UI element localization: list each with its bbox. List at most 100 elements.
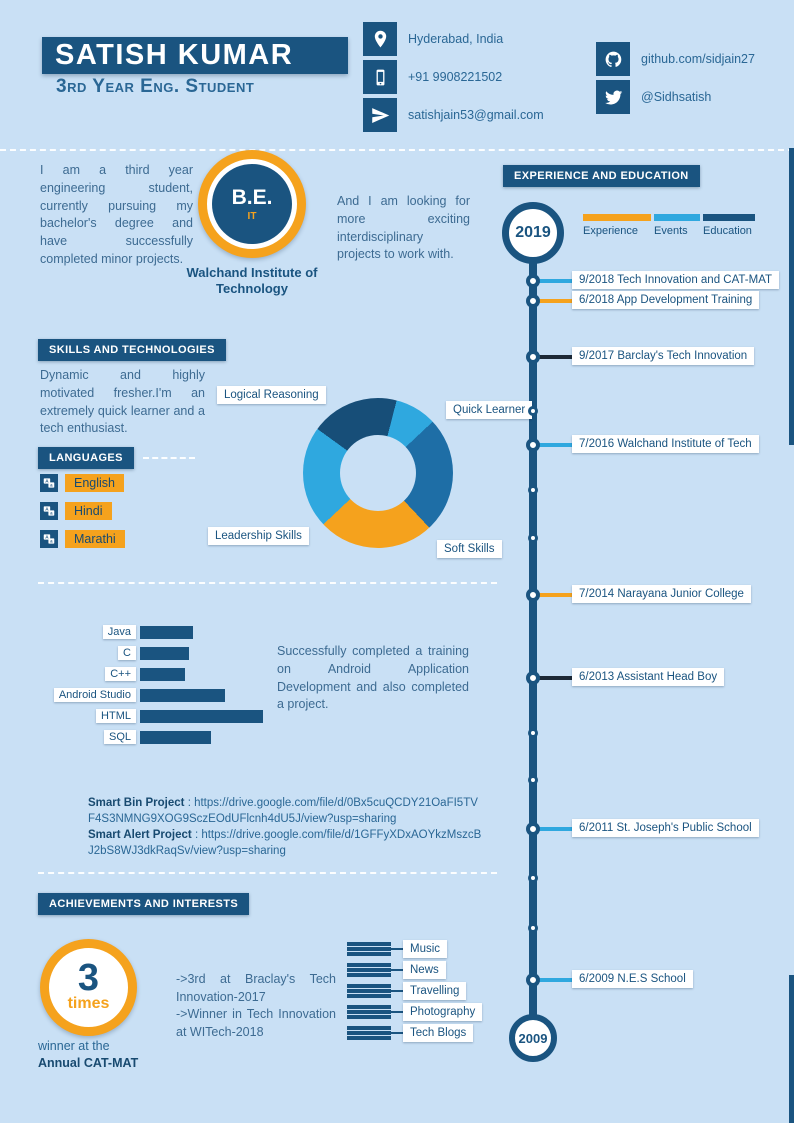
page-title: SATISH KUMAR xyxy=(42,37,348,74)
project-link[interactable]: https://drive.google.com/file/d/0Bx5cuQC… xyxy=(88,797,478,826)
timeline-dot xyxy=(528,406,538,416)
dashed-divider xyxy=(143,457,195,459)
contact-list: Hyderabad, India +91 9908221502 satishjain… xyxy=(363,22,544,132)
social-list: github.com/sidjain27 @Sidhsatish xyxy=(596,42,755,114)
project-item: Smart Alert Project : https://drive.goog… xyxy=(88,827,484,859)
institute-name: Walchand Institute of Technology xyxy=(186,265,318,296)
dashed-divider xyxy=(38,582,497,584)
timeline-node xyxy=(526,588,540,602)
social-handle[interactable]: github.com/sidjain27 xyxy=(641,52,755,66)
winner-badge-caption: winner at the Annual CAT-MAT xyxy=(38,1038,138,1072)
send-icon xyxy=(363,98,397,132)
timeline-node xyxy=(526,822,540,836)
timeline-entry: 6/2013 Assistant Head Boy xyxy=(572,668,725,686)
timeline-entry: 6/2011 St. Joseph's Public School xyxy=(572,819,759,837)
timeline-node xyxy=(526,438,540,452)
project-list: Smart Bin Project : https://drive.google… xyxy=(88,795,484,859)
project-link[interactable]: https://drive.google.com/file/d/1GFFyXDx… xyxy=(88,829,482,858)
timeline-entry: 7/2016 Walchand Institute of Tech xyxy=(572,435,759,453)
social-row: @Sidhsatish xyxy=(596,80,755,114)
legend-item-experience: Experience xyxy=(583,214,651,237)
connector-line xyxy=(391,947,403,950)
location-pin-icon xyxy=(363,22,397,56)
timeline-connector xyxy=(533,279,572,283)
connector-line xyxy=(391,1031,403,1034)
timeline-connector xyxy=(533,593,572,597)
section-languages: LANGUAGES xyxy=(38,447,134,469)
degree-badge-inner: B.E. IT xyxy=(212,164,292,244)
timeline-entry: 7/2014 Narayana Junior College xyxy=(572,585,751,603)
twitter-icon xyxy=(596,80,630,114)
donut-label-leadership-skills: Leadership Skills xyxy=(208,527,309,545)
timeline-node xyxy=(526,274,540,288)
github-icon xyxy=(596,42,630,76)
degree-label: B.E. xyxy=(231,186,273,209)
contact-text: Hyderabad, India xyxy=(408,32,504,46)
separator: : xyxy=(191,829,202,842)
interest-item: Tech Blogs xyxy=(347,1023,482,1042)
timeline-node xyxy=(526,973,540,987)
contact-text: satishjain53@gmail.com xyxy=(408,108,544,122)
android-training-note: Successfully completed a training on And… xyxy=(277,644,469,712)
legend-label: Education xyxy=(703,225,752,237)
timeline-connector xyxy=(533,355,572,359)
bar-label-col: SQL xyxy=(40,730,136,744)
timeline-entry: 9/2018 Tech Innovation and CAT-MAT xyxy=(572,271,780,289)
timeline-year-bottom: 2009 xyxy=(509,1014,557,1062)
dashed-divider xyxy=(0,149,794,151)
interest-label: News xyxy=(403,960,446,979)
about-intro-text: I am a third year engineering student, c… xyxy=(40,163,193,266)
bar-value xyxy=(140,709,263,723)
timeline-dot xyxy=(528,873,538,883)
contact-row: Hyderabad, India xyxy=(363,22,544,56)
timeline-node xyxy=(526,294,540,308)
timeline-node xyxy=(526,671,540,685)
bar-label-col: C xyxy=(40,646,136,660)
svg-text:a: a xyxy=(50,511,53,516)
legend-label: Events xyxy=(654,225,688,237)
timeline-connector xyxy=(533,827,572,831)
bar-label-col: Android Studio xyxy=(40,688,136,702)
timeline-dot xyxy=(528,485,538,495)
bar-label: SQL xyxy=(103,730,136,744)
bar-value xyxy=(140,646,189,660)
legend-swatch xyxy=(583,214,651,221)
winner-badge-number: 3 xyxy=(77,957,100,1000)
bar-label: C++ xyxy=(105,667,136,681)
bar-row: SQL xyxy=(40,730,263,744)
person-subtitle: 3rd Year Eng. Student xyxy=(56,76,255,97)
social-handle[interactable]: @Sidhsatish xyxy=(641,90,712,104)
bar-value xyxy=(140,730,211,744)
smartphone-icon xyxy=(363,60,397,94)
about-outro-text: And I am looking for more exciting inter… xyxy=(337,194,470,262)
degree-branch-label: IT xyxy=(247,211,257,222)
timeline-connector xyxy=(533,443,572,447)
donut-label-soft-skills: Soft Skills xyxy=(437,540,502,558)
dashed-divider xyxy=(38,872,497,874)
section-achievements-interests: ACHIEVEMENTS AND INTERESTS xyxy=(38,893,250,915)
bar-value xyxy=(140,625,193,639)
timeline-year-top: 2019 xyxy=(502,202,564,264)
section-experience-education: EXPERIENCE AND EDUCATION xyxy=(503,165,700,187)
interest-label: Music xyxy=(403,939,448,958)
donut-label-quick-learner: Quick Learner xyxy=(446,401,533,419)
timeline-connector xyxy=(533,299,572,303)
bar-label: HTML xyxy=(96,709,136,723)
interest-item: News xyxy=(347,960,482,979)
svg-text:A: A xyxy=(45,535,49,540)
interest-item: Music xyxy=(347,939,482,958)
language-label: Marathi xyxy=(65,530,125,548)
interest-item: Photography xyxy=(347,1002,483,1021)
separator: : xyxy=(184,797,195,809)
project-name: Smart Alert Project xyxy=(88,829,192,842)
legend-item-education: Education xyxy=(703,214,755,237)
legend-label: Experience xyxy=(583,225,639,237)
timeline-node xyxy=(526,350,540,364)
timeline-entry: 6/2018 App Development Training xyxy=(572,291,760,309)
bar-row: Java xyxy=(40,625,263,639)
timeline-dot xyxy=(528,923,538,933)
